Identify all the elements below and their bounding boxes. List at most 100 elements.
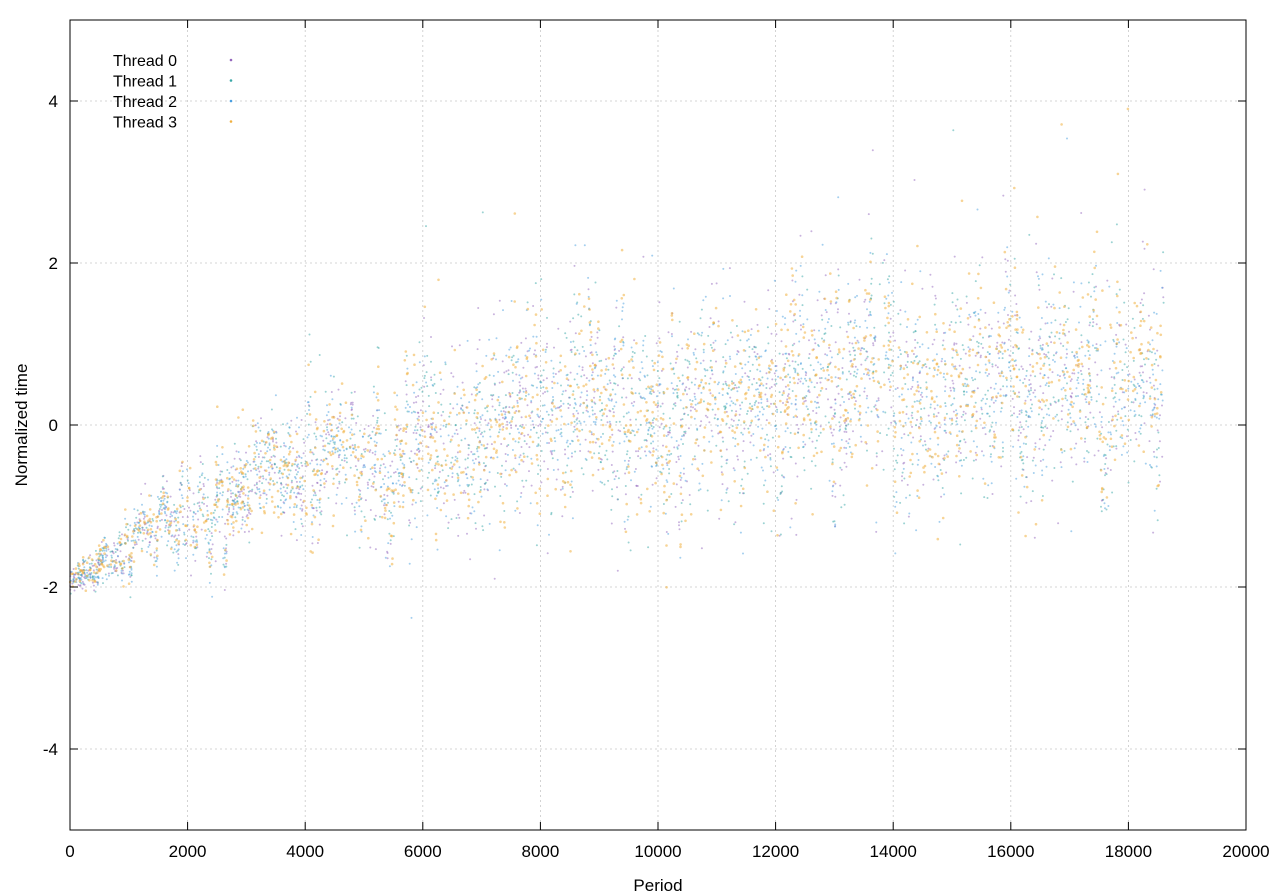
data-point [93,575,96,578]
data-point [994,364,997,367]
data-point [1158,474,1161,477]
data-point [211,519,214,522]
data-point [995,345,998,348]
data-point [1028,355,1031,358]
data-point [319,434,322,437]
data-point [963,438,966,441]
data-point [461,409,464,412]
data-point [146,551,148,553]
data-point [802,382,805,385]
data-point [163,510,166,513]
data-point [487,422,490,425]
data-point [248,530,250,533]
data-point [1123,363,1126,366]
data-point [894,552,897,555]
data-point [255,483,258,486]
data-point [672,287,675,290]
data-point [951,422,954,425]
data-point [860,440,863,443]
data-point [911,379,914,382]
data-point [700,308,703,311]
data-point [729,396,732,399]
data-point [709,359,712,362]
data-point [1019,452,1022,455]
data-point [831,485,834,488]
data-point [1018,368,1021,371]
data-point [338,411,342,415]
data-point [496,472,499,474]
data-point [230,523,233,525]
data-point [248,541,251,544]
data-point [920,391,923,394]
data-point [1115,223,1118,226]
data-point [327,497,330,499]
data-point [442,442,445,445]
data-point [968,350,971,353]
data-point [436,507,439,509]
data-point [323,482,326,485]
data-point [1062,386,1065,389]
data-point [474,431,477,434]
data-point [489,456,492,459]
data-point [791,274,794,277]
data-point [391,460,394,463]
data-point [1074,424,1077,427]
data-point [613,338,616,341]
data-point [972,379,974,382]
data-point [767,439,770,442]
data-point [552,399,555,401]
data-point [1080,362,1083,366]
data-point [865,397,868,400]
data-point [988,361,991,364]
data-point [867,374,870,377]
data-point [104,559,107,562]
data-point [870,294,873,297]
data-point [434,464,437,467]
data-point [216,444,219,447]
data-point [337,388,340,391]
data-point [1040,408,1043,411]
data-point [379,467,381,470]
data-point [934,452,937,456]
data-point [571,452,573,455]
data-point [585,409,588,412]
data-point [305,465,308,468]
data-point [679,479,682,481]
data-point [389,475,392,478]
data-point [512,379,514,382]
data-point [779,411,782,414]
data-point [738,491,741,494]
data-point [1151,368,1154,371]
data-point [581,366,584,369]
data-point [458,516,461,519]
data-point [672,387,674,390]
data-point [108,574,110,577]
data-point [1008,361,1011,364]
data-point [319,463,322,466]
data-point [1070,423,1073,426]
data-point [546,494,549,498]
data-point [849,353,852,356]
data-point [167,540,170,543]
data-point [164,519,167,521]
data-point [221,453,224,456]
data-point [746,410,749,413]
data-point [186,479,189,482]
data-point [639,379,642,382]
data-point [417,415,420,418]
data-point [801,423,804,426]
data-point [1032,472,1035,474]
data-point [940,495,943,498]
data-point [784,385,787,388]
data-point [335,427,338,430]
data-point [911,282,914,286]
data-point [990,482,993,485]
data-points [68,107,1165,619]
data-point [774,365,777,368]
data-point [890,348,893,351]
data-point [195,535,198,538]
data-point [837,274,840,277]
data-point [1023,485,1026,488]
data-point [211,595,214,598]
